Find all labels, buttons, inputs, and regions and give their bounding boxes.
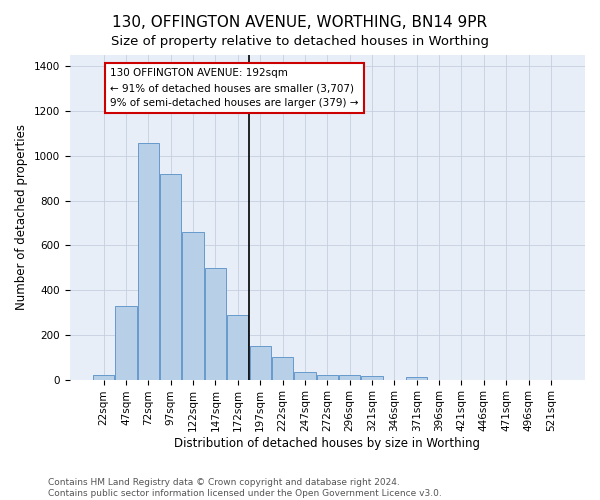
Bar (227, 314, 248, 380)
Bar (361, 376, 383, 380)
Bar (182, 232, 203, 380)
Bar (339, 374, 360, 380)
Bar (317, 374, 338, 380)
X-axis label: Distribution of detached houses by size in Worthing: Distribution of detached houses by size … (174, 437, 480, 450)
Bar (406, 377, 427, 380)
Y-axis label: Number of detached properties: Number of detached properties (15, 124, 28, 310)
Bar (250, 346, 271, 380)
Bar (93, 375, 114, 380)
Bar (294, 372, 316, 380)
Bar (272, 357, 293, 380)
Bar (115, 306, 137, 380)
Bar (137, 144, 159, 380)
Text: Contains HM Land Registry data © Crown copyright and database right 2024.
Contai: Contains HM Land Registry data © Crown c… (48, 478, 442, 498)
Bar (160, 174, 181, 380)
Bar (205, 268, 226, 380)
Text: 130 OFFINGTON AVENUE: 192sqm
← 91% of detached houses are smaller (3,707)
9% of : 130 OFFINGTON AVENUE: 192sqm ← 91% of de… (110, 68, 359, 108)
Text: Size of property relative to detached houses in Worthing: Size of property relative to detached ho… (111, 35, 489, 48)
Text: 130, OFFINGTON AVENUE, WORTHING, BN14 9PR: 130, OFFINGTON AVENUE, WORTHING, BN14 9P… (112, 15, 488, 30)
